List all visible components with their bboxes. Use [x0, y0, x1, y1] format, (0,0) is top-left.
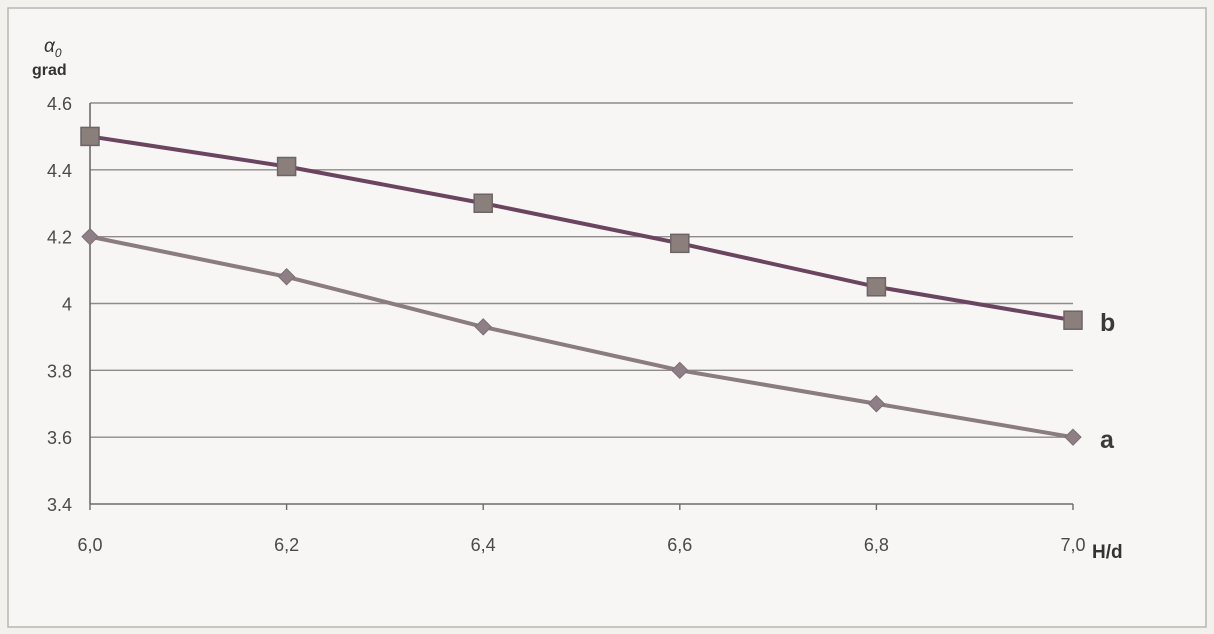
- data-point: [80, 126, 100, 147]
- axes: [89, 103, 1074, 510]
- x-axis-label: H/d: [1092, 542, 1123, 563]
- series: ba: [80, 126, 1115, 454]
- data-point: [81, 227, 99, 246]
- x-tick-label: 6,2: [274, 535, 299, 555]
- y-axis-unit: grad: [32, 62, 67, 79]
- y-tick-label: 3.6: [47, 428, 72, 448]
- series-label: b: [1100, 309, 1115, 337]
- data-point: [1064, 428, 1082, 446]
- series-b-line: [89, 134, 1074, 323]
- data-point: [276, 156, 297, 177]
- series-a: a: [81, 227, 1115, 454]
- data-point: [473, 193, 493, 213]
- x-tick-label: 6,6: [667, 535, 692, 555]
- y-axis-label: α0: [44, 36, 62, 60]
- y-tick-label: 4: [62, 295, 72, 315]
- x-tick-labels: 6,0 6,2 6,4 6,6 6,8 7,0: [77, 535, 1085, 555]
- x-tick-label: 7,0: [1060, 535, 1085, 555]
- y-tick-label: 4.4: [47, 161, 72, 181]
- series-b: b: [80, 126, 1115, 337]
- data-point: [867, 395, 886, 413]
- series-a-line: [89, 234, 1074, 440]
- y-tick-label: 4.6: [47, 94, 72, 114]
- data-point: [474, 318, 492, 336]
- data-point: [866, 277, 887, 297]
- data-point: [670, 233, 690, 254]
- x-tick-label: 6,8: [864, 535, 889, 555]
- gridlines: [90, 102, 1073, 438]
- y-tick-label: 3.8: [47, 361, 72, 381]
- chart-frame: [7, 7, 1207, 628]
- series-label: a: [1100, 426, 1115, 454]
- y-tick-label: 3.4: [47, 495, 72, 515]
- y-tick-labels: 3.4 3.6 3.8 4 4.2 4.4 4.6: [47, 94, 72, 515]
- x-tick-label: 6,0: [77, 535, 102, 555]
- data-point: [1063, 310, 1083, 330]
- y-tick-label: 4.2: [47, 228, 72, 248]
- data-point: [671, 361, 689, 380]
- x-tick-label: 6,4: [471, 535, 496, 555]
- data-point: [277, 268, 296, 286]
